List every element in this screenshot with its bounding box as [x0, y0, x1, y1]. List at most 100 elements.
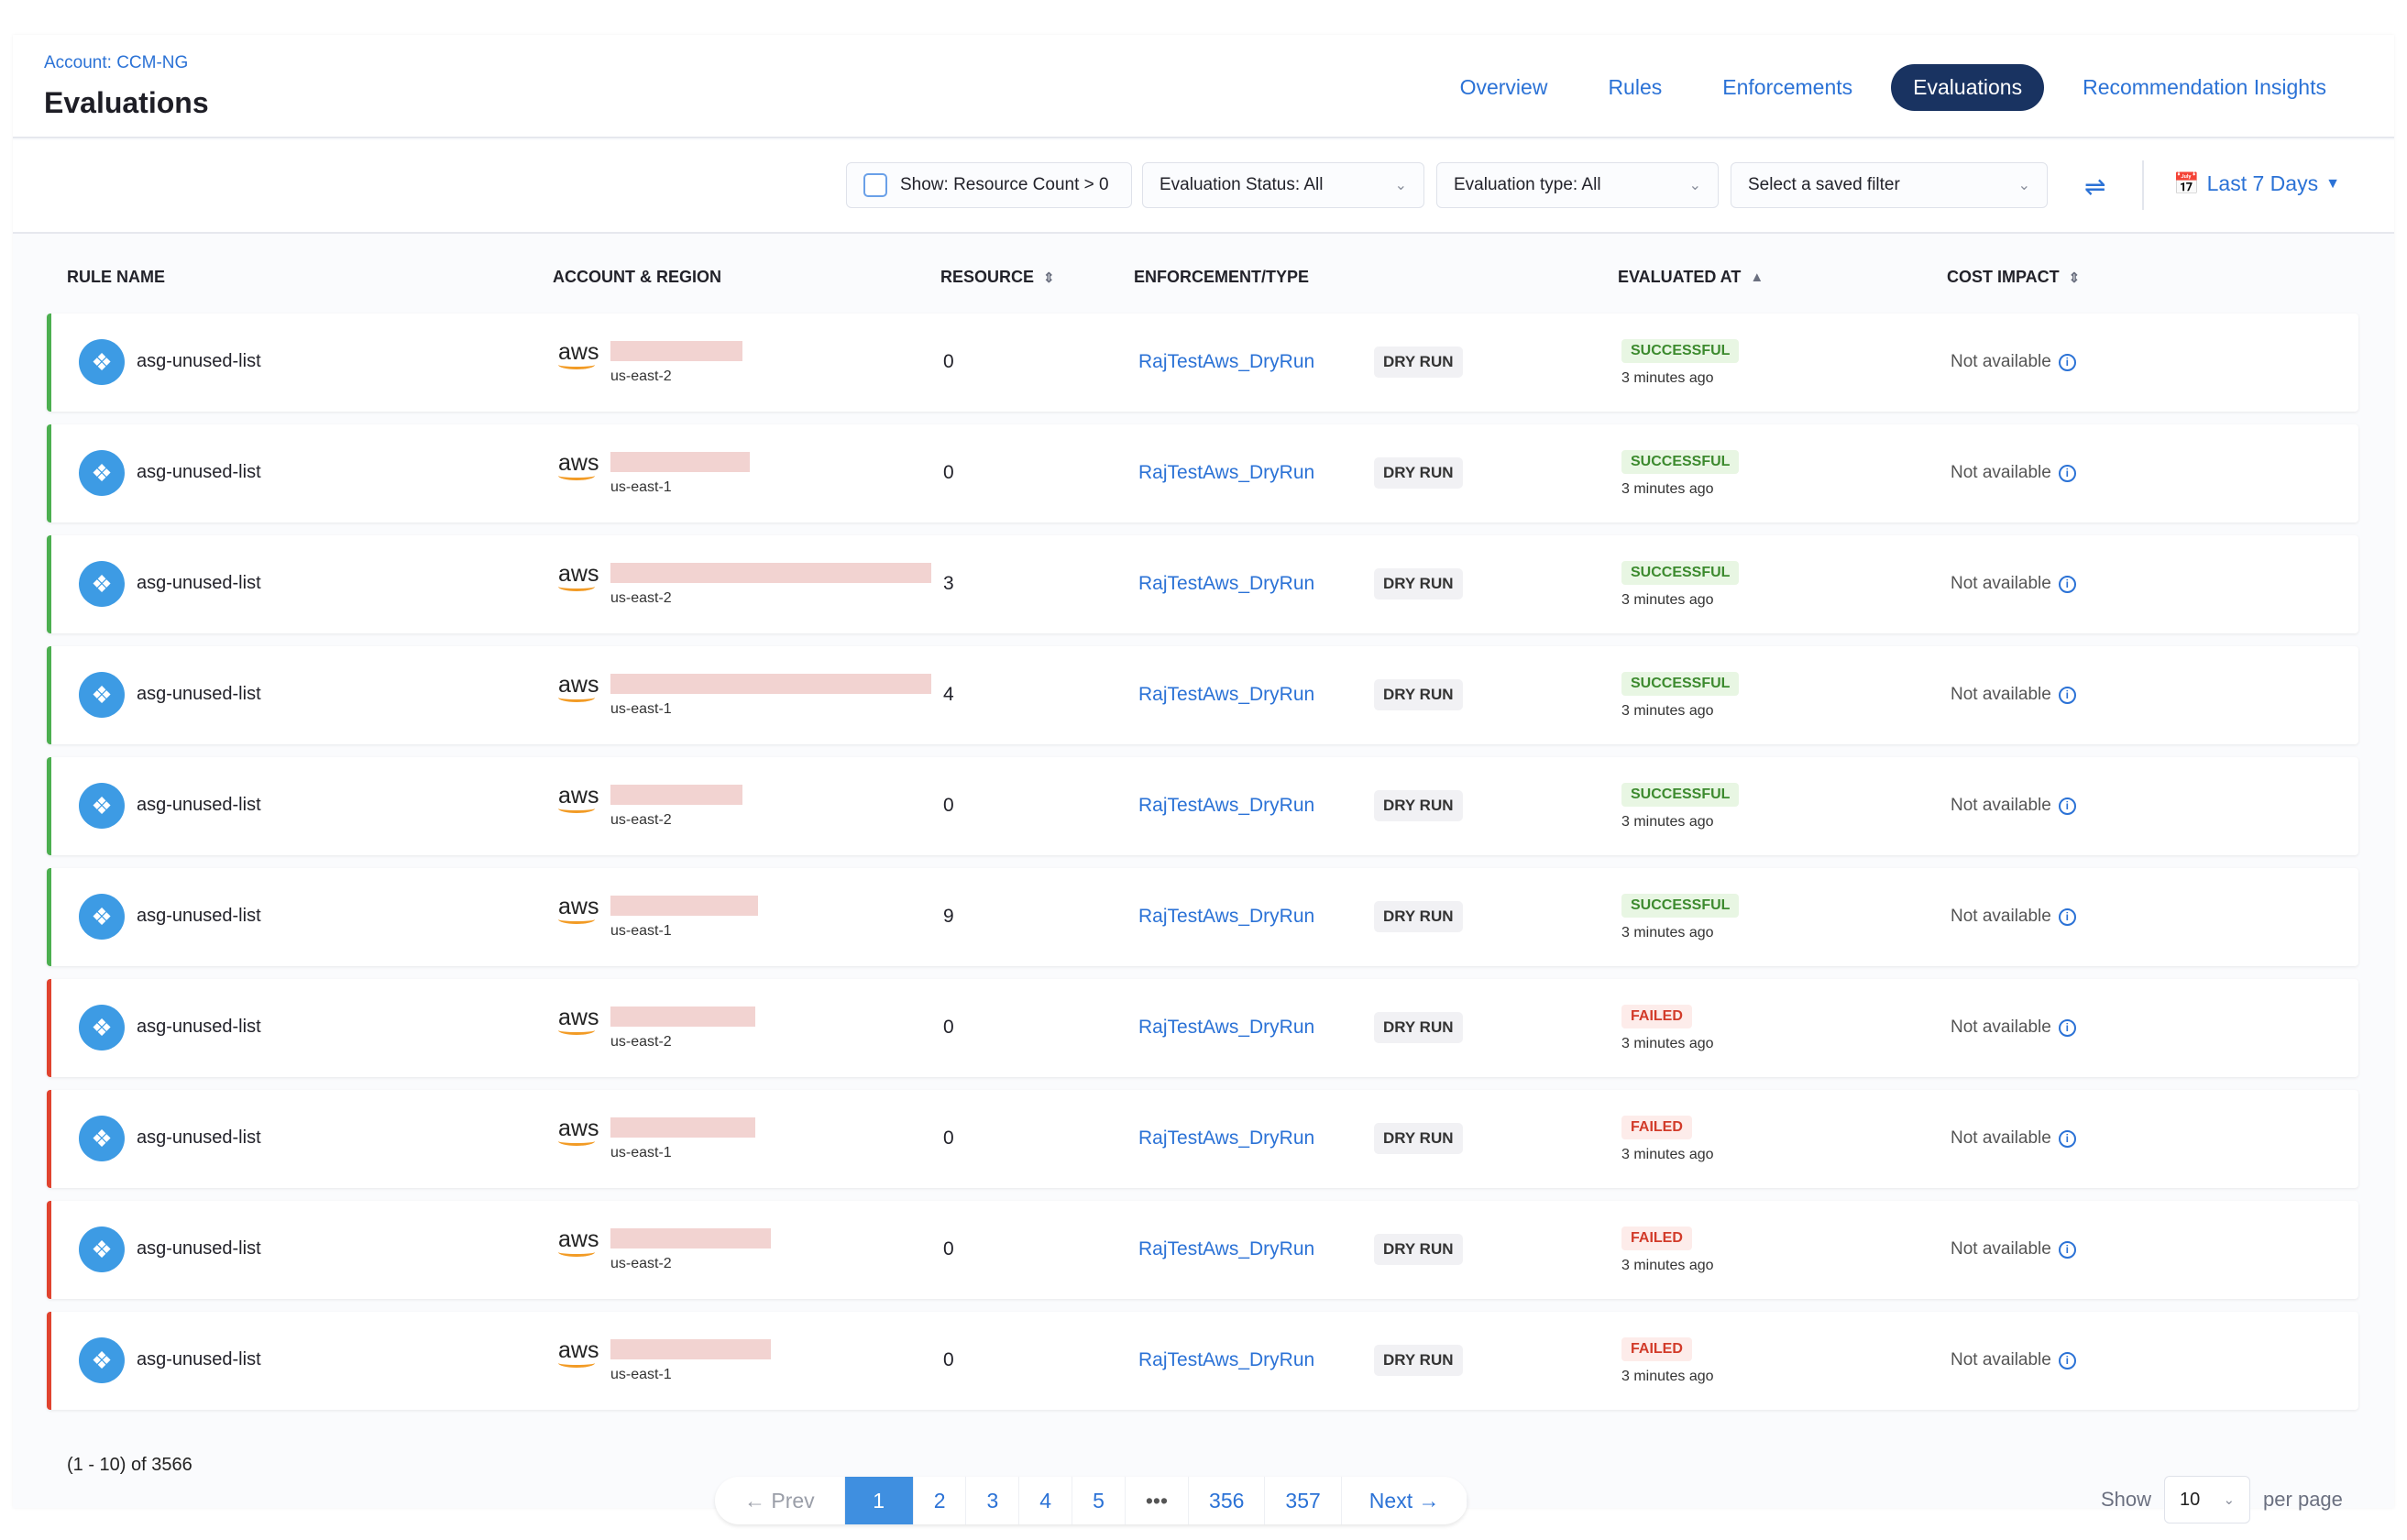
aws-logo-icon: aws: [558, 341, 599, 369]
rule-name[interactable]: asg-unused-list: [137, 1017, 261, 1037]
rule-name[interactable]: asg-unused-list: [137, 573, 261, 593]
page-5-button[interactable]: 5: [1072, 1477, 1126, 1524]
column-evaluated-at[interactable]: EVALUATED AT ▲: [1618, 268, 1764, 287]
cost-impact: Not available i: [1951, 352, 2076, 372]
table-row[interactable]: ❖ asg-unused-list aws us-east-1 0 RajTes…: [47, 424, 2358, 522]
page-1-button[interactable]: 1: [844, 1477, 914, 1524]
aws-logo-icon: aws: [558, 452, 599, 480]
page-size-select[interactable]: 10 ⌄: [2164, 1476, 2251, 1524]
enforcement-link[interactable]: RajTestAws_DryRun: [1138, 1349, 1315, 1370]
info-icon[interactable]: i: [2058, 908, 2076, 926]
sort-icon[interactable]: ⇕: [1043, 270, 1055, 286]
tab-enforcements[interactable]: Enforcements: [1722, 75, 1853, 99]
sort-ascending-icon[interactable]: ▲: [1750, 270, 1764, 285]
info-icon[interactable]: i: [2058, 575, 2076, 593]
type-badge: DRY RUN: [1374, 679, 1463, 710]
column-cost-impact[interactable]: COST IMPACT ⇕: [1947, 268, 2080, 287]
redacted-account: [610, 1339, 771, 1359]
resource-count-checkbox[interactable]: Show: Resource Count > 0: [846, 162, 1132, 208]
resource-count: 4: [943, 684, 954, 705]
enforcement-link[interactable]: RajTestAws_DryRun: [1138, 906, 1315, 927]
status-badge: FAILED: [1621, 1337, 1692, 1361]
evaluated-time: 3 minutes ago: [1621, 1258, 1714, 1273]
rule-icon: ❖: [79, 894, 125, 940]
evaluation-type-select[interactable]: Evaluation type: All ⌄: [1436, 162, 1719, 208]
rule-icon: ❖: [79, 450, 125, 496]
rule-name[interactable]: asg-unused-list: [137, 462, 261, 482]
evaluation-status-select[interactable]: Evaluation Status: All ⌄: [1142, 162, 1424, 208]
table-row[interactable]: ❖ asg-unused-list aws us-east-2 0 RajTes…: [47, 314, 2358, 412]
type-badge: DRY RUN: [1374, 1345, 1463, 1376]
info-icon[interactable]: i: [2058, 1351, 2076, 1370]
tab-evaluations[interactable]: Evaluations: [1891, 64, 2045, 111]
per-page-label: per page: [2263, 1488, 2343, 1511]
status-badge: FAILED: [1621, 1226, 1692, 1250]
tab-recommendation-insights[interactable]: Recommendation Insights: [2083, 75, 2326, 99]
status-badge: SUCCESSFUL: [1621, 672, 1740, 696]
rule-name[interactable]: asg-unused-list: [137, 1349, 261, 1370]
more-pages-ellipsis[interactable]: •••: [1126, 1477, 1190, 1524]
enforcement-link[interactable]: RajTestAws_DryRun: [1138, 1128, 1315, 1149]
enforcement-link[interactable]: RajTestAws_DryRun: [1138, 351, 1315, 372]
info-icon[interactable]: i: [2058, 1018, 2076, 1037]
prev-page-button[interactable]: ← Prev: [715, 1477, 845, 1524]
tab-rules[interactable]: Rules: [1608, 75, 1663, 99]
info-icon[interactable]: i: [2058, 1129, 2076, 1148]
aws-logo-icon: aws: [558, 1117, 599, 1146]
rule-name[interactable]: asg-unused-list: [137, 795, 261, 815]
checkbox-icon[interactable]: [863, 173, 887, 197]
evaluated-time: 3 minutes ago: [1621, 481, 1714, 497]
type-badge: DRY RUN: [1374, 901, 1463, 932]
sort-icon[interactable]: ⇕: [2068, 270, 2081, 286]
enforcement-link[interactable]: RajTestAws_DryRun: [1138, 462, 1315, 483]
page-357-button[interactable]: 357: [1265, 1477, 1342, 1524]
table-row[interactable]: ❖ asg-unused-list aws us-east-2 0 RajTes…: [47, 757, 2358, 855]
tab-overview[interactable]: Overview: [1459, 75, 1548, 99]
breadcrumb-account[interactable]: Account: CCM-NG: [44, 53, 189, 72]
page-header: Account: CCM-NG Evaluations Overview Rul…: [13, 35, 2394, 138]
page-2-button[interactable]: 2: [914, 1477, 967, 1524]
enforcement-link[interactable]: RajTestAws_DryRun: [1138, 1238, 1315, 1260]
info-icon[interactable]: i: [2058, 464, 2076, 482]
next-page-button[interactable]: Next →: [1342, 1477, 1468, 1524]
page-4-button[interactable]: 4: [1019, 1477, 1073, 1524]
rule-name[interactable]: asg-unused-list: [137, 1238, 261, 1259]
enforcement-link[interactable]: RajTestAws_DryRun: [1138, 684, 1315, 705]
resource-count-label: Show: Resource Count > 0: [900, 175, 1109, 194]
rule-name[interactable]: asg-unused-list: [137, 684, 261, 704]
column-resource[interactable]: RESOURCE ⇕: [940, 268, 1055, 287]
type-badge: DRY RUN: [1374, 790, 1463, 821]
table-row[interactable]: ❖ asg-unused-list aws us-east-2 0 RajTes…: [47, 1201, 2358, 1299]
date-range-picker[interactable]: 📅 Last 7 Days ▼: [2173, 171, 2340, 196]
rule-icon: ❖: [79, 1337, 125, 1383]
table-row[interactable]: ❖ asg-unused-list aws us-east-1 0 RajTes…: [47, 1312, 2358, 1410]
info-icon[interactable]: i: [2058, 1240, 2076, 1259]
cost-impact: Not available i: [1951, 1128, 2076, 1149]
table-row[interactable]: ❖ asg-unused-list aws us-east-2 0 RajTes…: [47, 979, 2358, 1077]
chevron-down-icon: ⌄: [2223, 1492, 2236, 1508]
table-row[interactable]: ❖ asg-unused-list aws us-east-1 9 RajTes…: [47, 868, 2358, 966]
table-row[interactable]: ❖ asg-unused-list aws us-east-1 0 RajTes…: [47, 1090, 2358, 1188]
info-icon[interactable]: i: [2058, 797, 2076, 815]
info-icon[interactable]: i: [2058, 353, 2076, 371]
calendar-icon: 📅: [2173, 171, 2200, 195]
cost-impact-text: Not available: [1951, 1239, 2051, 1259]
rule-name[interactable]: asg-unused-list: [137, 1128, 261, 1148]
evaluated-time: 3 minutes ago: [1621, 925, 1714, 940]
cost-impact-text: Not available: [1951, 907, 2051, 926]
saved-filter-select[interactable]: Select a saved filter ⌄: [1731, 162, 2048, 208]
enforcement-link[interactable]: RajTestAws_DryRun: [1138, 795, 1315, 816]
enforcement-link[interactable]: RajTestAws_DryRun: [1138, 573, 1315, 594]
page-356-button[interactable]: 356: [1189, 1477, 1266, 1524]
info-icon[interactable]: i: [2058, 686, 2076, 704]
table-row[interactable]: ❖ asg-unused-list aws us-east-2 3 RajTes…: [47, 535, 2358, 633]
evaluated-time: 3 minutes ago: [1621, 1036, 1714, 1051]
cost-impact: Not available i: [1951, 574, 2076, 594]
page-3-button[interactable]: 3: [966, 1477, 1020, 1524]
filter-settings-icon[interactable]: ⇌: [2084, 172, 2106, 201]
rule-name[interactable]: asg-unused-list: [137, 906, 261, 926]
pagination: ← Prev 1 2 3 4 5 ••• 356 357 Next →: [715, 1477, 1468, 1524]
enforcement-link[interactable]: RajTestAws_DryRun: [1138, 1017, 1315, 1038]
table-row[interactable]: ❖ asg-unused-list aws us-east-1 4 RajTes…: [47, 646, 2358, 744]
rule-name[interactable]: asg-unused-list: [137, 351, 261, 371]
